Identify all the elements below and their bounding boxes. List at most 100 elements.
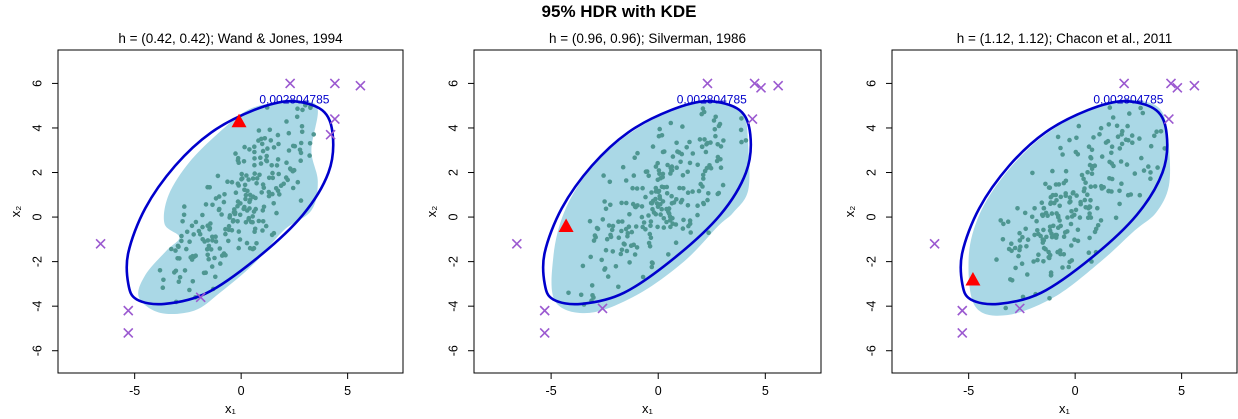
sample-point (578, 292, 584, 298)
sample-point (1055, 249, 1060, 255)
sample-point (619, 200, 624, 206)
sample-point (664, 191, 670, 196)
sample-point (1017, 247, 1022, 253)
y-tick-label: 6 (864, 80, 878, 87)
sample-point (1035, 257, 1040, 263)
y-axis-label: x₂ (424, 206, 439, 218)
panel-title: h = (0.42, 0.42); Wand & Jones, 1994 (118, 31, 343, 46)
sample-point (701, 200, 706, 206)
y-axis-label: x₂ (8, 206, 23, 218)
sample-point (1085, 192, 1090, 197)
plot-frame (891, 49, 1238, 374)
sample-point (1137, 136, 1142, 141)
sample-point (721, 138, 726, 143)
sample-point (206, 256, 211, 262)
sample-point (252, 229, 257, 234)
sample-point (675, 149, 680, 154)
sample-point (179, 233, 184, 239)
sample-point (243, 192, 249, 198)
y-tick-label: 4 (446, 124, 460, 131)
sample-point (1041, 245, 1047, 251)
sample-point (1061, 234, 1067, 239)
sample-point (189, 257, 195, 262)
outlier-marker (597, 303, 608, 314)
sample-point (1040, 240, 1046, 245)
sample-point (610, 223, 616, 229)
sample-point (687, 160, 693, 166)
sample-point (1016, 253, 1021, 259)
contour-level-label: 0.002804785 (259, 92, 329, 106)
sample-point (258, 155, 263, 160)
hdr-contour (125, 99, 335, 306)
sample-point (1048, 270, 1054, 275)
sample-point (679, 151, 685, 157)
hdr-region (138, 100, 318, 315)
sample-point (625, 231, 631, 236)
sample-point (1039, 200, 1045, 205)
sample-point (311, 132, 317, 137)
sample-point (670, 154, 676, 159)
plot-frame (473, 49, 822, 374)
sample-point (242, 144, 247, 150)
sample-point (739, 139, 744, 145)
sample-point (649, 201, 655, 206)
outlier-marker (539, 305, 550, 316)
sample-point (718, 165, 724, 170)
sample-point (181, 212, 187, 218)
y-tick-label: -4 (446, 301, 460, 312)
sample-point (286, 148, 292, 153)
sample-point (275, 188, 281, 194)
sample-point (191, 232, 196, 237)
sample-point (703, 149, 709, 155)
outlier-marker (929, 238, 940, 249)
sample-point (283, 175, 289, 180)
sample-point (1110, 115, 1116, 120)
sample-point (266, 175, 272, 181)
sample-point (1006, 246, 1012, 252)
sample-point (648, 223, 653, 229)
outlier-marker (957, 327, 968, 338)
sample-point (1072, 237, 1077, 242)
sample-point (634, 186, 640, 191)
sample-point (1017, 230, 1022, 236)
sample-point (666, 211, 672, 216)
sample-point (205, 252, 210, 258)
sample-point (1119, 132, 1124, 137)
sample-point (1044, 234, 1049, 240)
sample-point (713, 133, 718, 139)
sample-point (231, 218, 236, 223)
sample-point (702, 168, 708, 174)
sample-point (674, 140, 679, 146)
sample-point (705, 140, 710, 146)
sample-point (705, 197, 710, 203)
sample-point (184, 229, 190, 235)
sample-point (657, 171, 662, 176)
sample-point (613, 264, 619, 269)
sample-point (1154, 129, 1159, 134)
sample-point (210, 202, 215, 208)
sample-point (695, 212, 700, 218)
sample-point (1060, 265, 1065, 270)
sample-point (1008, 277, 1013, 282)
sample-point (253, 206, 258, 212)
sample-point (217, 246, 223, 251)
x-tick-label: 0 (655, 384, 662, 398)
sample-point (700, 172, 706, 178)
sample-point (263, 223, 269, 229)
sample-point (252, 171, 257, 176)
sample-point (657, 126, 662, 132)
sample-point (247, 199, 252, 205)
sample-point (1013, 265, 1018, 271)
sample-point (1058, 145, 1063, 151)
sample-point (250, 214, 255, 219)
sample-point (1137, 192, 1143, 198)
sample-point (1068, 221, 1074, 227)
sample-point (299, 129, 305, 135)
sample-point (260, 208, 266, 213)
sample-point (1025, 272, 1030, 277)
sample-point (699, 144, 705, 149)
sample-point (266, 189, 272, 195)
sample-point (595, 226, 601, 232)
sample-point (639, 214, 645, 220)
sample-point (271, 145, 277, 150)
